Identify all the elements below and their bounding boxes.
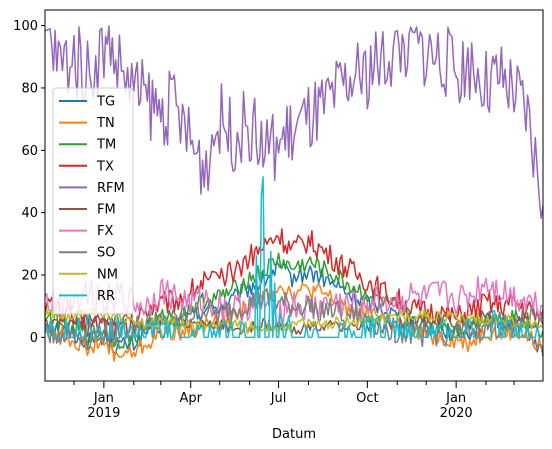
x-tick-label: Jan [445, 391, 466, 406]
x-tick-label: Jul [270, 391, 287, 406]
x-tick-label: Apr [179, 391, 202, 406]
y-tick-label: 40 [21, 206, 38, 221]
legend-label-rr: RR [97, 289, 115, 304]
y-tick-label: 60 [21, 144, 38, 159]
y-tick-label: 0 [30, 331, 38, 346]
legend-label-tg: TG [96, 95, 115, 110]
legend-label-tn: TN [96, 116, 115, 131]
legend-label-fm: FM [97, 203, 116, 218]
y-tick-label: 20 [21, 269, 38, 284]
series-line-tn [44, 283, 544, 362]
series-line-rfm [44, 25, 544, 219]
y-tick-label: 80 [21, 81, 38, 96]
series-line-rr [44, 176, 544, 339]
x-tick-year-label: 2019 [87, 406, 120, 421]
x-tick-label: Jan [93, 391, 114, 406]
legend-label-tm: TM [96, 138, 116, 153]
x-tick-year-label: 2020 [440, 406, 473, 421]
legend-label-fx: FX [97, 224, 113, 239]
x-tick-label: Oct [356, 391, 378, 406]
legend: TG TN TM TX RFM FM FX SO NM RR [52, 87, 134, 315]
series-line-nm [44, 307, 544, 334]
legend-label-tx: TX [96, 159, 114, 174]
legend-label-so: SO [97, 246, 115, 261]
y-tick-label: 100 [13, 19, 38, 34]
x-axis-label: Datum [272, 427, 316, 442]
plot-frame [44, 9, 544, 382]
legend-label-nm: NM [97, 267, 118, 282]
legend-label-rfm: RFM [97, 181, 125, 196]
